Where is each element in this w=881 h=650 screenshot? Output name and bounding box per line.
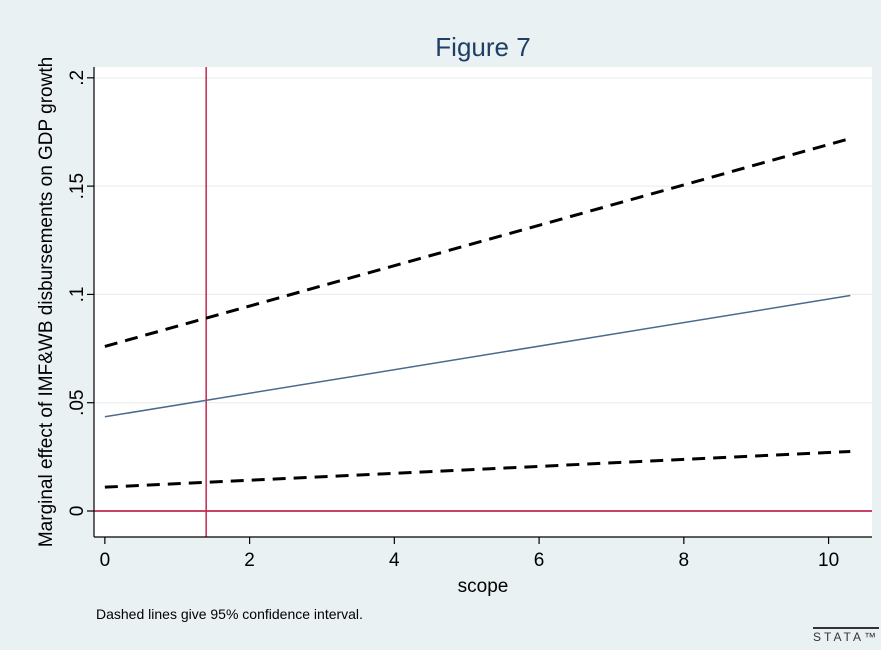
x-axis-label: scope (458, 576, 509, 597)
y-tick-label: .05 (67, 390, 88, 416)
lower-ci-line (104, 449, 851, 489)
x-tick-label: 4 (389, 550, 400, 571)
y-tick-label: .15 (67, 173, 88, 199)
stata-logo: STATA™ (813, 627, 879, 644)
x-tick-label: 8 (679, 550, 690, 571)
reference-lines (94, 67, 872, 537)
series-group (104, 137, 851, 489)
y-axis: 0 .05 .1 .15 .2 (67, 67, 95, 537)
estimate-line (104, 294, 851, 418)
x-tick-label: 10 (818, 550, 839, 571)
x-tick-label: 2 (244, 550, 255, 571)
y-tick-label: .2 (67, 70, 88, 86)
chart-note: Dashed lines give 95% confidence interva… (96, 606, 363, 622)
y-tick-label: .1 (67, 286, 88, 302)
y-tick-label: 0 (67, 506, 88, 517)
x-tick-label: 6 (534, 550, 545, 571)
x-tick-label: 0 (100, 550, 111, 571)
chart-title: Figure 7 (435, 32, 530, 62)
upper-ci-line (104, 137, 851, 348)
x-axis: 0 2 4 6 8 10 (94, 536, 872, 571)
y-axis-label: Marginal effect of IMF&WB disbursements … (36, 57, 57, 547)
plot-area (94, 67, 872, 537)
